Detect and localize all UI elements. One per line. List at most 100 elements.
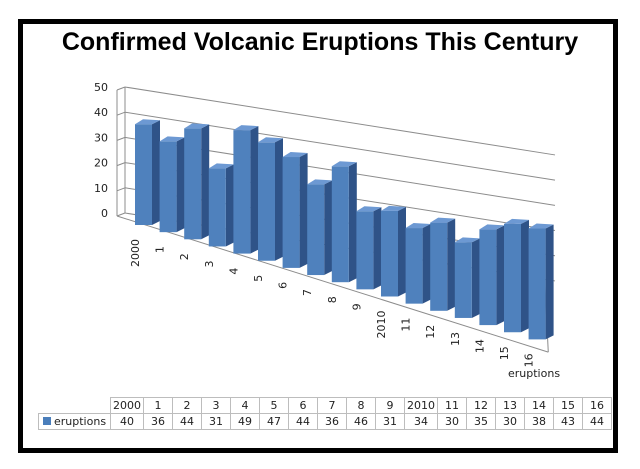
gridline-side (116, 162, 126, 167)
data-table-category: 4 (230, 397, 261, 414)
gridline (124, 111, 556, 181)
data-table: 2000 1 2 3 4 5 6 7 8 9 2010 11 12 13 14 15 16 eruptions … (37, 397, 613, 430)
x-tick-label: 3 (203, 260, 216, 267)
data-table-category: 16 (582, 397, 613, 414)
x-tick-label: 11 (400, 318, 413, 332)
bar (504, 223, 521, 333)
bar-top (184, 123, 210, 129)
x-tick-label: 16 (523, 353, 536, 367)
bar (528, 228, 546, 340)
data-table-value: 44 (172, 413, 203, 430)
chart-title: Confirmed Volcanic Eruptions This Centur… (61, 28, 579, 56)
bar-side (422, 224, 431, 304)
data-table-category: 8 (346, 397, 377, 414)
data-table-value: 36 (143, 413, 174, 430)
x-tick-label: 12 (424, 325, 437, 339)
x-tick-label: 13 (449, 332, 462, 346)
bar-top (233, 125, 259, 131)
data-table-value: 34 (404, 413, 439, 430)
bar-side (373, 207, 382, 290)
bar (233, 130, 251, 254)
data-table-value: 31 (201, 413, 232, 430)
data-table-category: 6 (288, 397, 319, 414)
x-tick-label: 7 (301, 289, 314, 296)
data-table-value: 46 (346, 413, 377, 430)
data-table-category: 11 (437, 397, 468, 414)
x-tick-label: 2010 (375, 311, 388, 339)
bar (159, 141, 177, 233)
data-table-category: 7 (317, 397, 348, 414)
bar-side (324, 180, 333, 276)
data-table-value: 30 (495, 413, 526, 430)
bar-side (176, 137, 185, 233)
data-table-value: 35 (466, 413, 497, 430)
data-table-category: 2010 (404, 397, 439, 414)
data-table-category: 2000 (110, 397, 145, 414)
x-tick-label: 15 (498, 346, 511, 360)
gridline-side (116, 111, 126, 116)
y-tick-label: 40 (94, 106, 108, 119)
bar-top (258, 137, 283, 143)
x-tick-label: 5 (252, 275, 265, 282)
bar-top (381, 205, 406, 211)
bar-side (275, 138, 283, 261)
bar-side (545, 224, 554, 340)
bar-top (528, 223, 554, 229)
bar-top (135, 119, 160, 125)
bar (135, 124, 152, 225)
data-table-value: 40 (110, 413, 145, 430)
data-table-category: 1 (143, 397, 174, 414)
y-tick-label: 0 (101, 207, 108, 220)
data-table-value: 43 (553, 413, 584, 430)
data-table-category: 2 (172, 397, 203, 414)
bar (282, 157, 300, 268)
data-table-value: 44 (288, 413, 319, 430)
data-table-value-row: eruptions 40 36 44 31 49 47 44 36 46 31 34 30 35 30 38… (37, 413, 613, 430)
bar (356, 211, 374, 290)
data-table-category: 13 (495, 397, 526, 414)
data-table-category: 5 (259, 397, 290, 414)
data-table-series-label: eruptions (37, 413, 112, 430)
x-tick-label: 4 (227, 268, 240, 275)
x-tick-label: 1 (154, 246, 167, 253)
bar-top (479, 224, 505, 230)
data-table-header-row: 2000 1 2 3 4 5 6 7 8 9 2010 11 12 13 14 15 16 (39, 397, 613, 414)
bar-top (454, 237, 480, 243)
bar-top (307, 179, 333, 185)
depth-axis-label: eruptions (508, 367, 560, 380)
bar-side (299, 153, 308, 268)
bar-side (447, 218, 456, 311)
bar-side (496, 225, 505, 326)
bar-top (282, 152, 308, 158)
data-table-category: 12 (466, 397, 497, 414)
gridline-side (116, 86, 126, 91)
bar-side (521, 219, 529, 333)
data-table-corner (39, 398, 111, 414)
legend-key-icon (43, 417, 51, 425)
bar (184, 128, 202, 240)
gridline (124, 86, 556, 156)
bar (208, 168, 226, 247)
data-table-value: 31 (375, 413, 406, 430)
bar-top (356, 206, 382, 212)
data-table-category: 3 (201, 397, 232, 414)
bar-top (331, 161, 357, 167)
x-tick-label: 9 (350, 303, 363, 310)
gridline-side (116, 187, 126, 192)
data-table-category: 9 (375, 397, 406, 414)
bar-top (208, 163, 234, 169)
data-table-value: 44 (582, 413, 613, 430)
bar (258, 142, 275, 261)
data-table-category: 15 (553, 397, 584, 414)
bar-top (430, 217, 456, 223)
bar (479, 229, 497, 326)
data-table-value: 47 (259, 413, 290, 430)
data-table-value: 36 (317, 413, 348, 430)
bar (381, 210, 398, 297)
y-tick-label: 10 (94, 182, 108, 195)
data-table-value: 30 (437, 413, 468, 430)
data-table-category: 14 (524, 397, 555, 414)
bar (331, 166, 349, 283)
bar-side (348, 162, 357, 283)
data-table-value: 38 (524, 413, 555, 430)
